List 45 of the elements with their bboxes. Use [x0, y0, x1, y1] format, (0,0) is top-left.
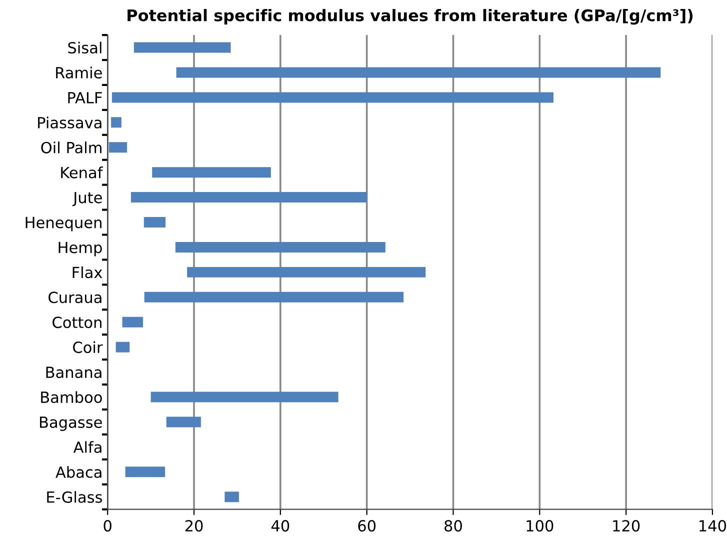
y-tick-label: Coir [73, 341, 103, 354]
bar [152, 167, 271, 178]
bar [116, 342, 130, 352]
y-tick-label: Kenaf [61, 166, 104, 178]
bar [150, 392, 338, 402]
y-tick-label: Cotton [52, 316, 102, 328]
y-tick-label: Flax [72, 266, 102, 278]
bar [187, 266, 426, 278]
bar [176, 67, 661, 78]
y-tick-label: Abaca [56, 466, 102, 478]
bar [122, 316, 144, 328]
bar [224, 492, 239, 502]
x-tick-label: 40 [271, 520, 290, 532]
y-tick-label: Oil Palm [41, 142, 102, 154]
y-tick-label: Sisal [68, 42, 102, 54]
y-tick-label: Jute [72, 192, 102, 206]
x-tick-label: 140 [700, 520, 726, 532]
bar [112, 92, 554, 103]
y-tick-label: Henequen [26, 216, 102, 232]
bar [144, 292, 404, 302]
x-tick-label: 0 [104, 520, 112, 532]
y-tick-label: Curaua [48, 292, 102, 304]
x-tick-label: 20 [185, 520, 203, 532]
y-tick-label: Banana [46, 366, 102, 378]
y-tick-label: Alfa [73, 441, 102, 453]
bar [175, 242, 386, 252]
y-tick-label: Hemp [58, 242, 102, 256]
bar [144, 217, 166, 228]
bar [166, 416, 201, 428]
bar [130, 192, 367, 203]
y-tick-label: Bagasse [40, 416, 102, 431]
y-tick-label: PALF [68, 92, 102, 104]
y-tick-label: Ramie [56, 66, 102, 79]
bar [134, 42, 231, 53]
bar [125, 466, 166, 478]
x-tick-label: 60 [358, 520, 376, 532]
y-tick-label: Piassava [38, 116, 102, 128]
bar [111, 117, 122, 128]
y-tick-label: E-Glass [47, 491, 102, 503]
x-tick-label: 80 [444, 520, 462, 532]
y-tick-label: Bamboo [41, 391, 102, 404]
chart-title: Potential specific modulus values from literature (GPa/[g/cm³]) [128, 9, 693, 25]
x-tick-label: 120 [613, 520, 640, 532]
x-tick-label: 100 [526, 520, 554, 532]
bar [108, 142, 128, 153]
